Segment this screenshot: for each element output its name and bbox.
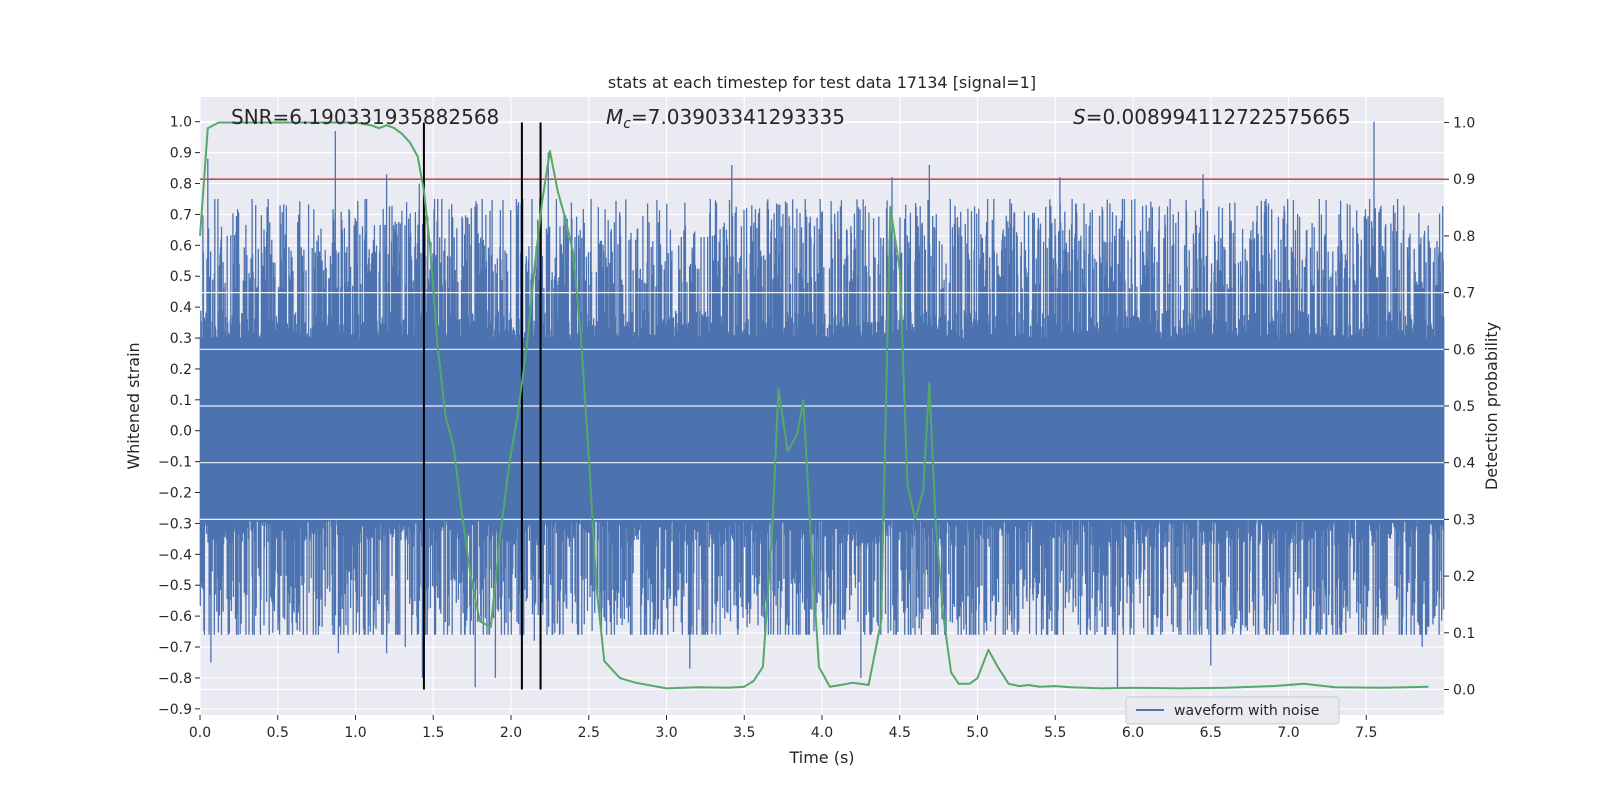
- x-tick-label: 5.0: [966, 725, 988, 741]
- x-tick-label: 0.5: [267, 725, 289, 741]
- y2-tick-label: 0.2: [1453, 569, 1475, 585]
- probability-series: [199, 121, 1429, 690]
- y2-tick-label: 1.0: [1453, 116, 1475, 132]
- y-tick-label: −0.3: [158, 516, 192, 532]
- x-tick-label: 3.5: [733, 725, 755, 741]
- y2-tick-label: 0.9: [1453, 172, 1475, 188]
- y-tick-label: −0.4: [158, 547, 192, 563]
- y2-tick-label: 0.7: [1453, 286, 1475, 302]
- x-axis-label: Time (s): [788, 748, 854, 767]
- x-tick-label: 4.0: [811, 725, 833, 741]
- y-tick-label: −0.7: [158, 640, 192, 656]
- snr-annotation: SNR=6.190331935882568: [231, 105, 499, 129]
- legend: waveform with noise: [1125, 696, 1340, 725]
- legend-box: [1125, 696, 1340, 725]
- y-tick-label: 0.5: [170, 269, 192, 285]
- x-tick-label: 7.5: [1355, 725, 1377, 741]
- x-tick-label: 0.0: [189, 725, 211, 741]
- legend-label: waveform with noise: [1174, 703, 1319, 719]
- x-tick-label: 2.5: [578, 725, 600, 741]
- ticks: 0.0 0.5 1.0 1.5 2.0 2.5 3.0 3.5 4.0 4.5 5.0 5.5 6.0 6…: [158, 115, 1475, 741]
- y-axis-label: Whitened strain: [124, 342, 143, 469]
- x-tick-label: 6.0: [1122, 725, 1144, 741]
- x-tick-label: 4.5: [889, 725, 911, 741]
- x-tick-label: 6.5: [1200, 725, 1222, 741]
- x-tick-label: 1.0: [344, 725, 366, 741]
- y2-axis-label: Detection probability: [1482, 322, 1501, 490]
- y-tick-label: −0.6: [158, 609, 192, 625]
- probability-line: [199, 121, 1429, 690]
- y-tick-label: 0.0: [170, 424, 192, 440]
- y-tick-label: 0.1: [170, 393, 192, 409]
- waveform-series: [199, 121, 1445, 688]
- y2-tick-label: 0.0: [1453, 682, 1475, 698]
- y-tick-label: 0.3: [170, 331, 192, 347]
- y-tick-label: −0.2: [158, 486, 192, 502]
- y-tick-label: 0.8: [170, 177, 192, 193]
- x-tick-label: 3.0: [655, 725, 677, 741]
- y-tick-label: 0.2: [170, 362, 192, 378]
- waveform-line: [199, 121, 1445, 688]
- y2-tick-label: 0.6: [1453, 342, 1475, 358]
- y2-tick-label: 0.1: [1453, 626, 1475, 642]
- mc-annotation: Mc=7.03903341293335: [606, 105, 845, 132]
- y2-tick-label: 0.4: [1453, 456, 1475, 472]
- x-tick-label: 5.5: [1044, 725, 1066, 741]
- y-tick-label: 1.0: [170, 115, 192, 131]
- y-tick-label: 0.9: [170, 146, 192, 162]
- y2-tick-label: 0.8: [1453, 229, 1475, 245]
- x-tick-label: 2.0: [500, 725, 522, 741]
- x-tick-label: 1.5: [422, 725, 444, 741]
- y-tick-label: −0.9: [158, 702, 192, 718]
- s-annotation: S=0.008994112722575665: [1073, 105, 1351, 129]
- y-tick-label: 0.4: [170, 300, 192, 316]
- x-tick-label: 7.0: [1277, 725, 1299, 741]
- y2-tick-label: 0.3: [1453, 512, 1475, 528]
- y-tick-label: −0.8: [158, 671, 192, 687]
- chart-title: stats at each timestep for test data 171…: [608, 73, 1036, 92]
- y-tick-label: 0.7: [170, 207, 192, 223]
- y2-tick-label: 0.5: [1453, 399, 1475, 415]
- y-tick-label: 0.6: [170, 238, 192, 254]
- y-tick-label: −0.1: [158, 455, 192, 471]
- y-tick-label: −0.5: [158, 578, 192, 594]
